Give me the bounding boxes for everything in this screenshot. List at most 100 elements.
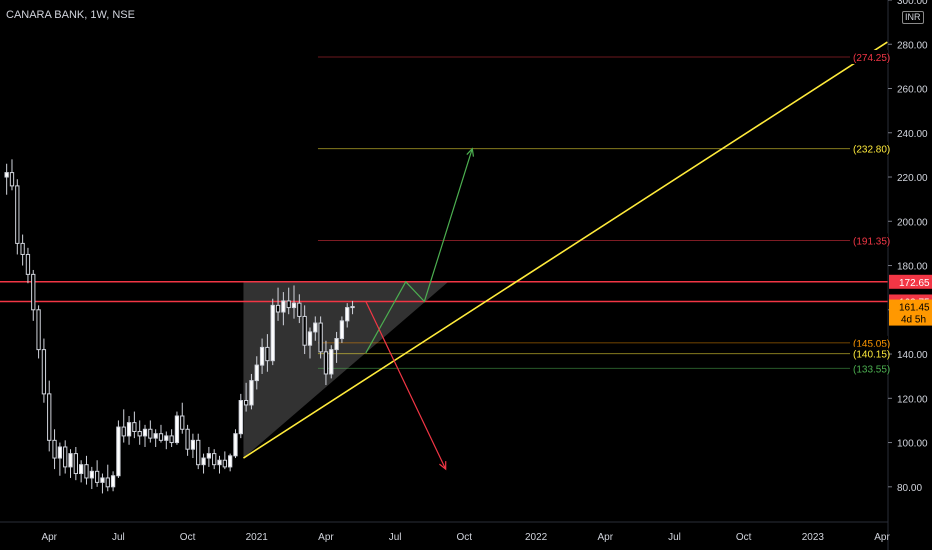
candle-body xyxy=(20,242,25,255)
candle-body xyxy=(110,475,116,488)
candle-body xyxy=(89,470,94,479)
projection-up-arrow[interactable] xyxy=(365,148,473,354)
y-tick-label: 100.00 xyxy=(897,439,928,450)
candle-body xyxy=(228,455,233,468)
candle-body xyxy=(323,351,329,375)
candle-body xyxy=(307,331,313,346)
x-tick-label: Oct xyxy=(736,532,752,543)
level-label-bg xyxy=(850,361,888,376)
x-tick-label: Jul xyxy=(668,532,681,543)
level-label-bg xyxy=(850,346,888,361)
candle-body xyxy=(121,426,126,437)
candle-body xyxy=(100,477,105,483)
currency-badge[interactable]: INR xyxy=(902,11,924,24)
y-tick-label: 220.00 xyxy=(897,173,928,184)
candle-body xyxy=(169,435,174,444)
candle-body xyxy=(339,320,345,340)
level-label: (191.35) xyxy=(853,236,890,247)
y-tick-label: 240.00 xyxy=(897,129,928,140)
x-tick-label: Jul xyxy=(112,532,125,543)
candle-body xyxy=(302,315,307,346)
candle-body xyxy=(4,172,9,178)
candle-body xyxy=(137,430,142,437)
candle-body xyxy=(318,322,323,353)
candle-body xyxy=(249,380,254,406)
candle-body xyxy=(329,349,334,375)
candle-body xyxy=(31,273,36,311)
candle-body xyxy=(243,400,249,406)
candles-layer xyxy=(4,159,355,494)
x-tick-label: Oct xyxy=(180,532,196,543)
y-tick-label: 120.00 xyxy=(897,394,928,405)
candle-body xyxy=(233,433,238,457)
level-label: (133.55) xyxy=(853,364,890,375)
projection-down-arrow[interactable] xyxy=(365,301,447,470)
candle-body xyxy=(345,307,350,322)
symbol-title: CANARA BANK, 1W, NSE xyxy=(6,9,135,21)
x-tick-label: Apr xyxy=(598,532,614,543)
y-tick-label: 180.00 xyxy=(897,262,928,273)
y-tick-label: 140.00 xyxy=(897,350,928,361)
candle-body xyxy=(25,253,31,275)
x-tick-label: Jul xyxy=(389,532,402,543)
level-label-bg xyxy=(850,335,888,350)
candle-body xyxy=(222,459,227,468)
x-tick-label: Apr xyxy=(41,532,57,543)
x-tick-label: 2022 xyxy=(525,532,548,543)
level-badge-label: 172.65 xyxy=(899,278,930,289)
candle-body xyxy=(15,185,20,244)
y-tick-label: 260.00 xyxy=(897,85,928,96)
candle-body xyxy=(52,439,57,459)
candle-body xyxy=(132,422,137,432)
level-label-bg xyxy=(850,233,888,248)
projection-up-arrow-head xyxy=(466,147,475,157)
y-tick-label: 200.00 xyxy=(897,217,928,228)
candle-body xyxy=(297,302,302,317)
y-tick-label: 80.00 xyxy=(897,483,922,494)
candle-body xyxy=(180,415,185,430)
x-tick-label: Apr xyxy=(318,532,334,543)
candle-body xyxy=(158,433,164,441)
candle-body xyxy=(190,439,196,450)
candle-body xyxy=(73,453,78,475)
x-tick-label: 2023 xyxy=(802,532,825,543)
candle-body xyxy=(116,426,121,477)
candle-body xyxy=(350,306,355,309)
candle-body xyxy=(41,349,47,395)
candle-body xyxy=(217,459,222,466)
candle-body xyxy=(254,364,259,382)
candle-body xyxy=(238,400,243,435)
trendline[interactable] xyxy=(243,41,888,459)
x-tick-label: Oct xyxy=(457,532,473,543)
y-tick-label: 280.00 xyxy=(897,40,928,51)
candle-body xyxy=(47,393,52,441)
candle-body xyxy=(174,415,180,444)
last-price-badge xyxy=(889,299,932,326)
candle-body xyxy=(164,435,169,441)
candle-body xyxy=(153,433,158,439)
candle-body xyxy=(185,428,190,450)
triangle-zone-layer xyxy=(243,281,449,459)
candle-body xyxy=(57,446,63,459)
candle-body xyxy=(313,322,318,333)
drawings-layer xyxy=(243,41,888,471)
candle-body xyxy=(212,453,217,466)
x-tick-label: Apr xyxy=(874,532,890,543)
candle-body xyxy=(259,346,265,366)
y-tick-label: 300.00 xyxy=(897,0,928,7)
horizontal-levels-layer xyxy=(0,56,888,369)
candle-body xyxy=(79,464,84,475)
candle-body xyxy=(265,346,270,362)
candle-body xyxy=(84,464,89,479)
candle-body xyxy=(148,428,153,439)
candle-body xyxy=(201,457,206,466)
level-label-bg xyxy=(850,141,888,156)
candle-body xyxy=(68,453,73,468)
level-label: (140.15) xyxy=(853,350,890,361)
candle-body xyxy=(94,470,100,483)
level-label-bg xyxy=(850,49,888,64)
last-price-label: 161.45 xyxy=(899,303,930,314)
candle-body xyxy=(9,172,15,187)
